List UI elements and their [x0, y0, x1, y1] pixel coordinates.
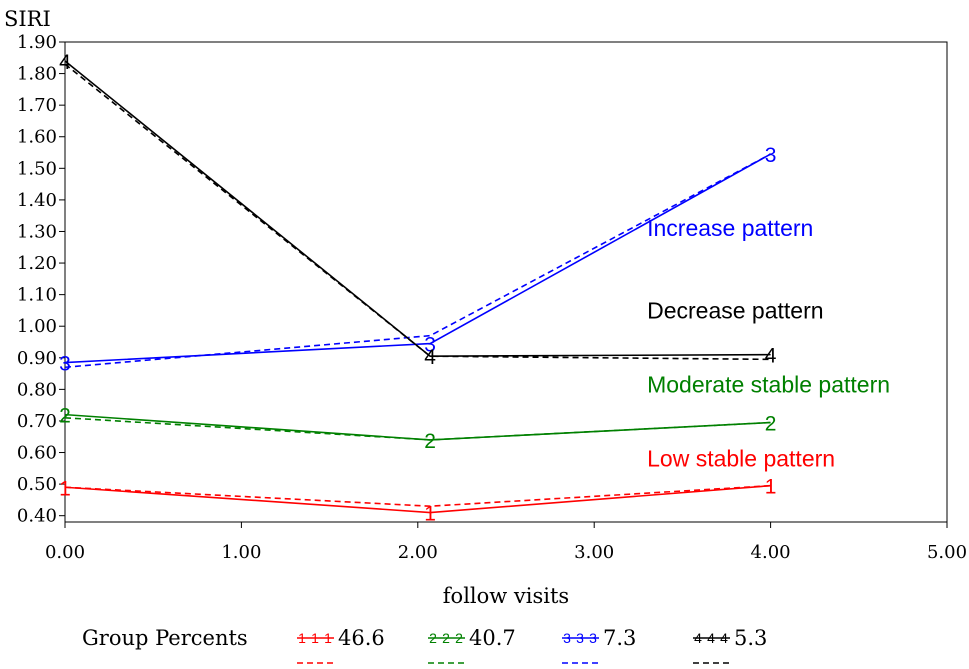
- series-3-observed-line: [64, 153, 771, 364]
- series-3-point-marker: 3: [424, 334, 436, 357]
- series-1-observed-line: [64, 484, 771, 514]
- legend-marker: 3: [563, 630, 571, 646]
- legend-entry-4: 4 4 4 5.3: [693, 626, 767, 664]
- y-tick-label: 1.50: [17, 158, 57, 179]
- series-4-observed-line: [64, 60, 771, 358]
- y-tick-label: 1.60: [17, 127, 57, 148]
- y-tick-label: 0.60: [17, 443, 57, 464]
- y-tick-label: 1.80: [17, 64, 57, 85]
- series-2-point-marker: 2: [765, 413, 777, 436]
- y-tick-label: 0.40: [17, 506, 57, 527]
- legend-marker: 1: [311, 630, 319, 646]
- plot-area: 0.40 0.50 0.60 0.70 0.80 0.90 1.00 1.10 1.20 1.30…: [17, 32, 967, 563]
- series-4-predicted-line: [64, 63, 771, 361]
- series-4-point-marker: 4: [424, 346, 436, 369]
- y-tick-label: 0.70: [17, 411, 57, 432]
- legend-value: 46.6: [338, 626, 385, 650]
- y-tick-label: 1.70: [17, 95, 57, 116]
- pattern-annotation: Low stable pattern: [647, 446, 835, 472]
- legend: Group Percents 1 1 1 46.6 2 2 2 40.7 3 3 3 7.3 4 4 4 5.…: [82, 626, 767, 664]
- legend-title: Group Percents: [82, 626, 248, 650]
- legend-marker: 2: [429, 630, 437, 646]
- y-tick-label: 0.50: [17, 474, 57, 495]
- x-tick-label: 5.00: [927, 542, 967, 563]
- legend-marker: 3: [576, 630, 584, 646]
- x-tick-label: 4.00: [751, 542, 791, 563]
- pattern-annotation: Decrease pattern: [647, 297, 823, 323]
- legend-marker: 1: [298, 630, 306, 646]
- pattern-annotation: Moderate stable pattern: [647, 372, 890, 398]
- x-tick-label: 0.00: [45, 542, 85, 563]
- series-2-point-marker: 2: [424, 430, 436, 453]
- legend-value: 5.3: [734, 626, 767, 650]
- series-3-point-marker: 3: [59, 353, 71, 376]
- y-tick-label: 1.10: [17, 285, 57, 306]
- plot-frame: [64, 41, 948, 523]
- legend-marker: 2: [442, 630, 450, 646]
- legend-entry-3: 3 3 3 7.3: [562, 626, 636, 664]
- y-tick-label: 1.40: [17, 190, 57, 211]
- legend-marker: 4: [694, 630, 702, 646]
- series-2-point-marker: 2: [59, 405, 71, 428]
- legend-entry-1: 1 1 1 46.6: [297, 626, 385, 664]
- series-2-observed-line: [64, 413, 771, 441]
- y-tick-label: 0.90: [17, 348, 57, 369]
- legend-entry-2: 2 2 2 40.7: [428, 626, 516, 664]
- y-tick-label: 1.20: [17, 253, 57, 274]
- series-3-point-marker: 3: [765, 144, 777, 167]
- x-tick-label: 2.00: [398, 542, 438, 563]
- legend-marker: 4: [707, 630, 715, 646]
- series-3-predicted-line: [64, 153, 771, 369]
- legend-value: 40.7: [469, 626, 516, 650]
- legend-marker: 3: [589, 630, 597, 646]
- legend-marker: 4: [720, 630, 728, 646]
- series-1-predicted-line: [64, 484, 771, 508]
- y-axis-title: SIRI: [4, 7, 51, 31]
- series-4-point-marker: 4: [765, 345, 777, 368]
- legend-marker: 2: [455, 630, 463, 646]
- y-tick-label: 1.30: [17, 221, 57, 242]
- pattern-annotation: Increase pattern: [647, 215, 813, 241]
- legend-value: 7.3: [603, 626, 636, 650]
- series-1-point-marker: 1: [59, 477, 71, 500]
- y-tick-label: 1.00: [17, 316, 57, 337]
- series-4-point-marker: 4: [59, 51, 71, 74]
- y-tick-label: 0.80: [17, 379, 57, 400]
- x-tick-label: 3.00: [574, 542, 614, 563]
- series-2-predicted-line: [64, 416, 771, 441]
- series-1-point-marker: 1: [424, 503, 436, 526]
- y-tick-label: 1.90: [17, 32, 57, 53]
- legend-marker: 1: [324, 630, 332, 646]
- x-axis-title: follow visits: [443, 584, 569, 608]
- x-tick-label: 1.00: [221, 542, 261, 563]
- series-1-point-marker: 1: [765, 476, 777, 499]
